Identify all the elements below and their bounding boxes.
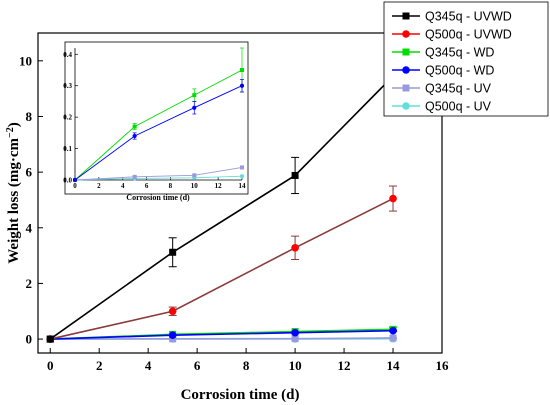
inset-series-line	[74, 166, 243, 181]
legend-label: Q500q - WD	[425, 64, 494, 78]
x-tick-label: 12	[338, 358, 351, 373]
inset-x-tick-label: 6	[145, 182, 149, 190]
x-tick-label: 4	[145, 358, 152, 373]
legend-marker	[402, 102, 410, 110]
y-tick-label: 0	[26, 332, 33, 347]
main-series-group	[46, 60, 398, 343]
legend-marker	[402, 12, 410, 20]
inset-x-tick-label: 10	[191, 182, 199, 190]
x-tick-label: 14	[387, 358, 401, 373]
data-point	[291, 171, 299, 179]
inset-data-point	[132, 174, 137, 179]
inset-x-tick-label: 2	[97, 182, 101, 190]
inset-y-tick-label: 0.3	[63, 82, 72, 90]
series-3	[46, 326, 398, 343]
x-axis-title: Corrosion time (d)	[181, 387, 300, 403]
inset-x-axis-title: Corrosion time (d)	[126, 193, 190, 202]
inset-y-tick-label: 0.2	[63, 114, 72, 122]
y-tick-label: 2	[26, 276, 33, 291]
y-axis-title-sup: −2	[5, 127, 16, 138]
inset-y-tick-label: 0.4	[63, 51, 72, 59]
inset-x-tick-label: 12	[215, 182, 223, 190]
inset-data-point	[132, 124, 137, 129]
legend-item: Q345q - UVWD	[392, 10, 512, 24]
y-tick-label: 8	[26, 109, 33, 124]
series-4	[46, 334, 398, 343]
x-tick-label: 8	[243, 358, 250, 373]
legend-label: Q345q - UV	[425, 82, 492, 96]
inset-data-point	[240, 68, 244, 72]
x-tick-label: 0	[47, 358, 54, 373]
legend-item: Q500q - UV	[392, 100, 492, 114]
y-tick-label: 6	[26, 165, 33, 180]
series-line	[50, 197, 394, 340]
data-point	[291, 335, 299, 343]
inset-series-line	[74, 69, 243, 181]
legend-item: Q500q - WD	[392, 64, 494, 78]
series-1	[46, 185, 398, 343]
main-axis-ticks: 0 2 4 6 8 10 12 14 16 0 2 4 6 8 10	[19, 53, 449, 373]
inset-x-tick-label: 4	[121, 182, 125, 190]
inset-series-line	[74, 175, 243, 181]
inset-data-point	[192, 173, 197, 178]
series-line	[50, 329, 394, 340]
inset-series-line	[74, 85, 243, 181]
data-point	[389, 326, 397, 335]
x-tick-label: 10	[289, 358, 302, 373]
inset-data-point	[239, 174, 245, 179]
data-point	[389, 194, 397, 203]
x-tick-label: 16	[436, 358, 450, 373]
inset-data-point	[72, 177, 78, 183]
y-axis-title-main: Weight loss (mg·cm	[6, 137, 22, 263]
inset-data-point	[132, 133, 137, 139]
data-point	[168, 331, 177, 339]
legend-marker	[402, 30, 410, 38]
inset-x-tick-label: 14	[239, 182, 247, 190]
data-point	[46, 335, 54, 343]
inset-data-point	[192, 105, 197, 110]
legend-marker	[402, 48, 410, 56]
data-point	[291, 244, 299, 252]
inset-y-tick-label: 0.0	[63, 177, 72, 185]
inset-data-point	[240, 165, 244, 170]
data-point	[169, 248, 177, 256]
legend: Q345q - UVWD Q500q - UVWD Q345q - WD Q500q …	[392, 10, 512, 114]
inset-frame	[64, 41, 249, 195]
legend-marker	[402, 66, 410, 74]
data-point	[291, 328, 299, 337]
inset-axis-ticks: 0 2 4 6 8 10 12 14 0.0 0.1 0.2 0.3 0.4	[63, 48, 246, 190]
y-tick-label: 10	[19, 53, 32, 68]
inset-data-point	[239, 83, 245, 88]
x-tick-label: 6	[194, 358, 201, 373]
series-line	[50, 337, 394, 340]
inset-x-tick-label: 0	[73, 182, 77, 190]
inset-data-point	[192, 93, 197, 98]
data-point	[389, 334, 397, 342]
y-tick-label: 4	[26, 220, 33, 235]
inset-x-tick-label: 8	[169, 182, 173, 190]
inset-series-3	[72, 79, 245, 183]
y-axis-title: Weight loss (mg·cm−2)	[5, 122, 22, 264]
legend-item: Q345q - WD	[392, 46, 494, 60]
legend-marker	[402, 84, 410, 92]
plot-frame	[37, 32, 443, 354]
legend-box	[383, 1, 549, 117]
x-tick-label: 2	[96, 358, 103, 373]
legend-label: Q500q - UV	[425, 100, 492, 114]
legend-item: Q500q - UVWD	[392, 28, 512, 42]
inset-y-tick-label: 0.1	[63, 145, 72, 153]
inset-series-group	[72, 47, 245, 183]
legend-label: Q345q - WD	[425, 46, 494, 60]
data-point	[168, 307, 177, 316]
legend-label: Q345q - UVWD	[425, 10, 512, 24]
series-line	[49, 75, 394, 340]
y-axis-title-close: )	[6, 122, 22, 127]
legend-label: Q500q - UVWD	[425, 28, 512, 42]
legend-item: Q345q - UV	[392, 82, 492, 96]
